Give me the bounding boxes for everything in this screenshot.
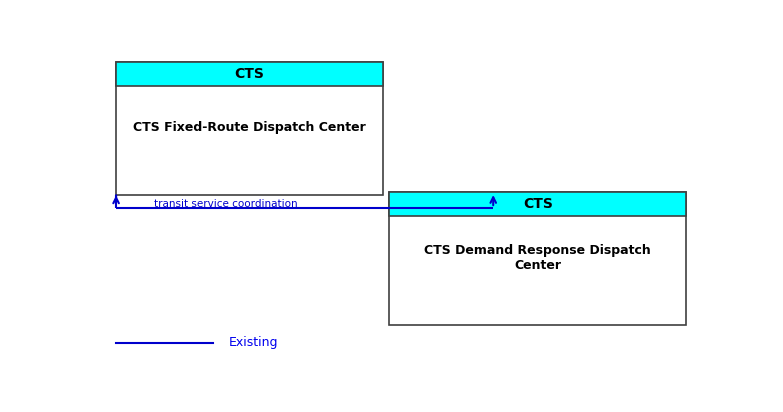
Bar: [116, 62, 383, 195]
Bar: [389, 192, 687, 325]
Text: CTS Fixed-Route Dispatch Center: CTS Fixed-Route Dispatch Center: [133, 121, 366, 134]
Text: CTS: CTS: [523, 197, 553, 211]
Text: Existing: Existing: [229, 336, 278, 349]
Bar: [116, 62, 383, 86]
Bar: [389, 192, 687, 216]
Text: CTS Demand Response Dispatch
Center: CTS Demand Response Dispatch Center: [424, 243, 651, 272]
Text: CTS: CTS: [235, 67, 265, 81]
Text: transit service coordination: transit service coordination: [154, 199, 298, 209]
